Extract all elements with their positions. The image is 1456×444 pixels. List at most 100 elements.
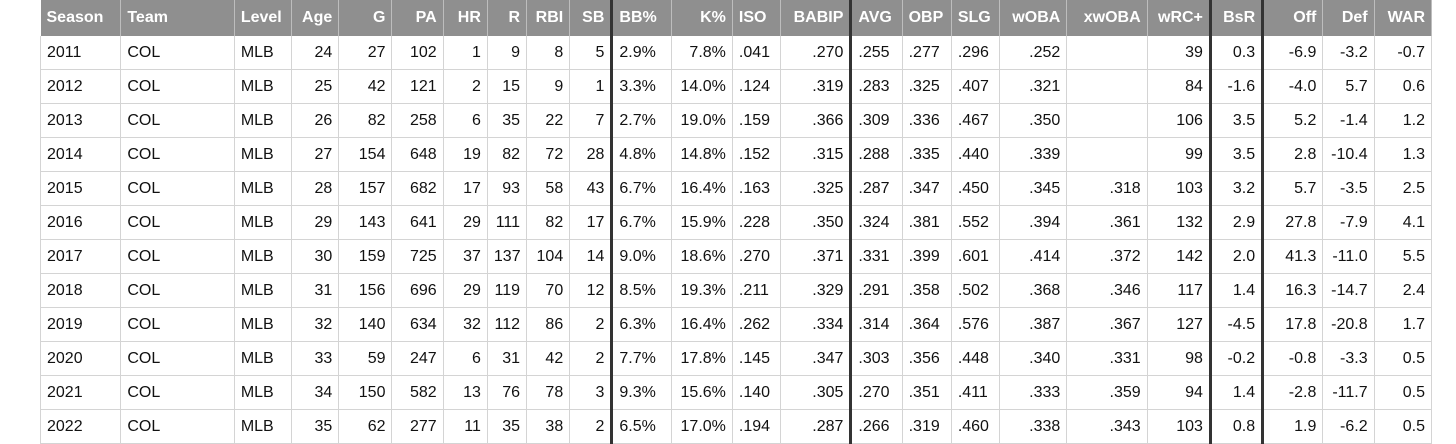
table-cell: 104: [526, 239, 571, 274]
column-header: BABIP: [780, 0, 853, 36]
table-cell: -3.5: [1322, 171, 1375, 206]
table-cell: 1: [443, 36, 488, 70]
table-cell: 78: [526, 375, 571, 410]
table-cell: 106: [1147, 103, 1212, 138]
table-cell: .343: [1066, 409, 1148, 444]
table-cell: -4.0: [1262, 69, 1324, 104]
table-cell: COL: [120, 307, 235, 342]
table-cell: 103: [1147, 171, 1212, 206]
table-cell: -7.9: [1322, 205, 1375, 240]
table-cell: .339: [999, 137, 1068, 172]
table-cell: 137: [487, 239, 528, 274]
column-header: HR: [443, 0, 488, 36]
table-cell: 37: [443, 239, 488, 274]
column-header: Level: [234, 0, 293, 36]
table-cell: 98: [1147, 341, 1212, 376]
table-cell: .325: [780, 171, 853, 206]
table-cell: 159: [338, 239, 393, 274]
table-cell: .270: [850, 375, 903, 410]
table-cell: 82: [526, 205, 571, 240]
table-cell: 111: [487, 205, 528, 240]
table-cell: COL: [120, 409, 235, 444]
table-cell: 127: [1147, 307, 1212, 342]
table-cell: 28: [569, 137, 614, 172]
table-cell: -10.4: [1322, 137, 1375, 172]
table-cell: 38: [526, 409, 571, 444]
table-cell: 5.7: [1262, 171, 1324, 206]
table-cell: -11.0: [1322, 239, 1375, 274]
table-cell: 99: [1147, 137, 1212, 172]
table-cell: 6: [443, 103, 488, 138]
table-cell: [1066, 69, 1148, 104]
table-cell: 247: [391, 341, 444, 376]
table-cell: 0.8: [1210, 409, 1265, 444]
table-row: 2017 COL MLB 30 159 725 37 137 104 14 9.0% 18.6% .27…: [39, 239, 1433, 274]
table-cell: 16.3: [1262, 273, 1324, 308]
table-cell: 2.4: [1374, 273, 1433, 308]
table-cell: 84: [1147, 69, 1212, 104]
table-cell: .601: [951, 239, 1001, 274]
header-row: Season Team Level Age G PA HR R RBI SB BB% K% ISO BAB…: [40, 0, 1433, 36]
table-cell: MLB: [234, 375, 293, 410]
table-cell: 2: [569, 307, 614, 342]
table-cell: .287: [780, 409, 853, 444]
table-cell: 58: [526, 171, 571, 206]
table-cell: .440: [951, 137, 1001, 172]
table-cell: MLB: [234, 171, 293, 206]
table-cell: .331: [850, 239, 903, 274]
table-cell: 17: [569, 205, 614, 240]
table-cell: 8.5%: [611, 273, 672, 308]
table-cell: .194: [732, 409, 782, 444]
table-cell: 29: [443, 205, 488, 240]
table-cell: .414: [999, 239, 1068, 274]
table-cell: 2020: [39, 341, 122, 376]
column-header: SB: [569, 0, 614, 36]
table-cell: 6.5%: [611, 409, 672, 444]
table-cell: MLB: [234, 69, 293, 104]
table-row: 2011 COL MLB 24 27 102 1 9 8 5 2.9% 7.8% .041.270.25…: [39, 36, 1433, 70]
table-cell: -1.6: [1210, 69, 1265, 104]
table-cell: 682: [391, 171, 444, 206]
table-cell: MLB: [234, 36, 293, 70]
table-cell: 9: [526, 69, 571, 104]
table-cell: MLB: [234, 273, 293, 308]
table-cell: 11: [443, 409, 488, 444]
table-cell: 94: [1147, 375, 1212, 410]
table-cell: .576: [951, 307, 1001, 342]
table-row: 2022 COL MLB 35 62 277 11 35 38 2 6.5% 17.0% .194.28…: [39, 409, 1433, 444]
stats-table: Season Team Level Age G PA HR R RBI SB BB% K% ISO BAB…: [39, 0, 1433, 444]
table-row: 2020 COL MLB 33 59 247 6 31 42 2 7.7% 17.8% .145.347…: [39, 341, 1433, 376]
table-cell: -2.8: [1262, 375, 1324, 410]
column-header: K%: [671, 0, 733, 36]
table-cell: 16.4%: [671, 171, 733, 206]
table-cell: .335: [902, 137, 952, 172]
table-row: 2021 COL MLB 34 150 582 13 76 78 3 9.3% 15.6% .140.3…: [39, 375, 1433, 410]
table-cell: 30: [291, 239, 340, 274]
table-cell: 1.4: [1210, 375, 1265, 410]
table-cell: 8: [526, 36, 571, 70]
column-header: R: [487, 0, 528, 36]
table-cell: .315: [780, 137, 853, 172]
table-cell: .356: [902, 341, 952, 376]
table-row: 2015 COL MLB 28 157 682 17 93 58 43 6.7% 16.4% .163.…: [39, 171, 1433, 206]
table-cell: 7: [569, 103, 614, 138]
column-header: RBI: [526, 0, 571, 36]
table-cell: .314: [850, 307, 903, 342]
table-row: 2012 COL MLB 25 42 121 2 15 9 1 3.3% 14.0% .124.319.…: [39, 69, 1433, 104]
table-cell: 117: [1147, 273, 1212, 308]
table-cell: 3.5: [1210, 137, 1265, 172]
table-cell: .305: [780, 375, 853, 410]
table-cell: 7.8%: [671, 36, 733, 70]
table-cell: -3.2: [1322, 36, 1375, 70]
table-cell: .448: [951, 341, 1001, 376]
table-cell: 72: [526, 137, 571, 172]
table-cell: 39: [1147, 36, 1212, 70]
table-cell: -0.8: [1262, 341, 1324, 376]
table-cell: COL: [120, 36, 235, 70]
table-cell: -20.8: [1322, 307, 1375, 342]
table-cell: MLB: [234, 239, 293, 274]
table-cell: .366: [780, 103, 853, 138]
column-header: AVG: [850, 0, 903, 36]
column-header: wOBA: [999, 0, 1068, 36]
table-cell: 6: [443, 341, 488, 376]
